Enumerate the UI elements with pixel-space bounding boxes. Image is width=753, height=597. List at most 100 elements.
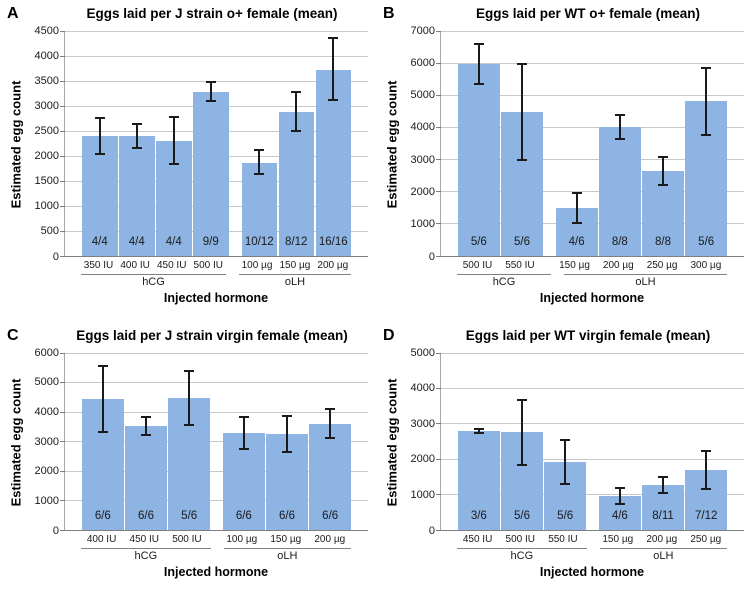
panel-a: A Eggs laid per J strain o+ female (mean… xyxy=(0,0,376,322)
bar-count-label: 7/12 xyxy=(694,510,718,522)
x-axis-title: Injected hormone xyxy=(163,565,269,579)
plot-column: 6/6 6/6 5/6 6/6 6/6 6/6 400 IU 450 IU 500 IU 100… xyxy=(60,352,368,579)
error-bar-cap-bottom xyxy=(97,431,108,434)
gridline xyxy=(65,411,368,413)
bar-count-label: 6/6 xyxy=(279,510,295,522)
plot-area: 6/6 6/6 5/6 6/6 6/6 6/6 xyxy=(60,352,368,531)
y-axis: 0 500 1000 1500 2000 2500 3000 3500 4000 4500 xyxy=(24,25,64,263)
bar xyxy=(458,431,500,530)
y-axis-tick xyxy=(60,500,65,502)
y-axis-label-wrap: Estimated egg count xyxy=(384,31,400,257)
error-bar-cap-bottom xyxy=(614,503,625,506)
x-group-row: hCG oLH xyxy=(440,271,744,288)
bar-slot: 3/6 xyxy=(458,353,500,530)
gridline xyxy=(65,80,368,82)
y-tick-label: 4000 xyxy=(34,405,59,418)
error-bar-cap-top xyxy=(328,37,339,39)
x-tick-label: 450 IU xyxy=(462,534,493,545)
gridline xyxy=(441,62,744,64)
bar-group: 4/6 8/8 8/8 5/6 xyxy=(555,31,728,256)
gridline xyxy=(65,500,368,502)
bar-slot: 4/4 xyxy=(82,31,118,256)
y-tick-label: 7000 xyxy=(410,24,435,37)
bar-slot: 6/6 xyxy=(82,353,124,530)
error-bar-cap-bottom xyxy=(168,163,179,165)
bar xyxy=(278,111,314,256)
plot-area: 5/6 5/6 4/6 8/8 8/8 5/6 xyxy=(436,30,744,257)
panel-c: C Eggs laid per J strain virgin female (… xyxy=(0,322,376,597)
y-axis-tick xyxy=(60,105,65,107)
chart-c: Estimated egg count 0 1000 2000 3000 4000 500… xyxy=(8,347,376,579)
y-axis-tick xyxy=(60,470,65,472)
error-bar-cap-top xyxy=(254,149,265,151)
chart-b: Estimated egg count 0 1000 2000 3000 4000 500… xyxy=(384,25,752,305)
chart-d: Estimated egg count 0 1000 2000 3000 4000 500… xyxy=(384,347,752,579)
bar xyxy=(458,64,500,256)
y-tick-label: 1500 xyxy=(34,175,59,188)
x-tick-label: 500 IU xyxy=(193,260,223,271)
chart-title-b: Eggs laid per WT o+ female (mean) xyxy=(476,6,700,21)
bar-slot: 4/6 xyxy=(599,353,641,530)
error-bar-cap-bottom xyxy=(473,432,484,435)
plot-area: 3/6 5/6 5/6 4/6 8/11 7/12 xyxy=(436,352,744,531)
error-bar-cap-top xyxy=(131,123,142,125)
y-axis-tick xyxy=(436,30,441,32)
x-tick-label: 150 µg xyxy=(279,260,311,271)
y-axis-tick xyxy=(436,126,441,128)
y-axis-label: Estimated egg count xyxy=(384,378,400,506)
y-axis-tick xyxy=(60,180,65,182)
error-bar-line xyxy=(188,370,191,425)
y-axis: 0 1000 2000 3000 4000 5000 6000 7000 xyxy=(400,25,440,263)
bar-slot: 5/6 xyxy=(458,31,500,256)
gridline xyxy=(441,352,744,354)
error-bar-line xyxy=(662,476,664,493)
x-tick-label: 200 µg xyxy=(314,534,346,545)
error-bar-line xyxy=(477,429,480,434)
y-tick-label: 5000 xyxy=(34,376,59,389)
error-bar-cap-top xyxy=(517,62,527,65)
y-tick-label: 3500 xyxy=(34,74,59,87)
y-tick-label: 6000 xyxy=(410,56,435,69)
panel-d: D Eggs laid per WT virgin female (mean) … xyxy=(376,322,752,597)
hormone-group-label: hCG xyxy=(457,274,552,288)
x-tick-label: 400 IU xyxy=(120,260,150,271)
bar-slot: 5/6 xyxy=(501,353,543,530)
error-bar-cap-bottom xyxy=(658,491,668,494)
bar-slot: 5/6 xyxy=(685,31,728,256)
x-tick-group: 100 µg 150 µg 200 µg xyxy=(239,257,351,271)
error-bar-line xyxy=(242,417,245,449)
error-bar-cap-top xyxy=(291,91,302,93)
bars-row: 4/4 4/4 4/4 9/9 10/12 8/12 16/16 xyxy=(65,31,368,256)
bars-row: 3/6 5/6 5/6 4/6 8/11 7/12 xyxy=(441,353,744,530)
error-bar-cap-bottom xyxy=(184,423,195,426)
x-tick-label: 550 IU xyxy=(548,534,578,545)
x-tick-label: 550 IU xyxy=(505,260,535,271)
error-bar-cap-bottom xyxy=(517,158,527,161)
y-tick-label: 2000 xyxy=(34,465,59,478)
bar-slot: 6/6 xyxy=(125,353,167,530)
error-bar-line xyxy=(98,118,101,154)
panel-letter-a: A xyxy=(7,5,19,22)
bar xyxy=(193,92,229,256)
error-bar-cap-bottom xyxy=(94,152,105,155)
x-tick-label: 400 IU xyxy=(86,534,117,545)
bar-count-label: 4/4 xyxy=(128,236,145,248)
bar-slot: 9/9 xyxy=(193,31,229,256)
chart-title-a: Eggs laid per J strain o+ female (mean) xyxy=(86,6,338,21)
y-axis: 0 1000 2000 3000 4000 5000 xyxy=(400,347,440,537)
error-bar-cap-top xyxy=(614,114,625,117)
error-bar-line xyxy=(618,115,621,140)
x-tick-label: 300 µg xyxy=(690,260,722,271)
bar xyxy=(125,425,167,530)
error-bar-cap-top xyxy=(658,156,668,158)
bar-count-label: 6/6 xyxy=(94,510,111,522)
x-axis-title: Injected hormone xyxy=(539,291,645,305)
bar-count-label: 8/8 xyxy=(611,236,628,248)
x-tick-group: 100 µg 150 µg 200 µg xyxy=(221,531,352,545)
y-tick-label: 0 xyxy=(428,250,435,263)
x-tick-label: 500 IU xyxy=(172,534,202,545)
y-axis-tick xyxy=(60,30,65,32)
bar-count-label: 4/6 xyxy=(568,236,585,248)
x-tick-label: 150 µg xyxy=(602,534,634,545)
